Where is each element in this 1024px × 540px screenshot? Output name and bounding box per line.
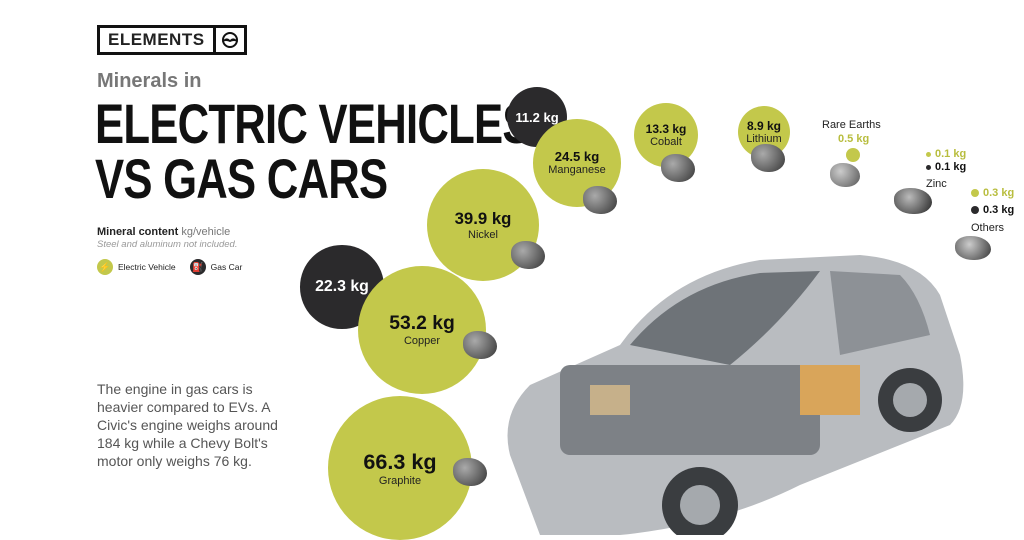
value-text: 0.1 kg [935, 161, 967, 173]
mineral-content-text: Mineral content [97, 226, 179, 238]
rock-graphite [453, 458, 487, 486]
title-line-2: VS GAS CARS [95, 147, 388, 210]
mineral-name-rare-earths: Rare Earths [822, 119, 881, 131]
rock-nickel [511, 241, 545, 269]
ev-value-label: 13.3 kg [645, 121, 687, 136]
fuel-pump-icon: ⛽ [189, 259, 206, 275]
body-text: The engine in gas cars is heavier compar… [97, 381, 278, 469]
lightning-icon: ⚡ [97, 259, 113, 275]
value-dot [926, 151, 931, 157]
mineral-name: Cobalt [650, 135, 682, 148]
value-text: 0.1 kg [935, 148, 967, 160]
rock-rare-earths [830, 163, 860, 187]
gas-value-label: 22.3 kg [315, 277, 369, 295]
rock-copper [463, 331, 497, 359]
mineral-name: Copper [403, 335, 441, 348]
rock-lithium [751, 144, 785, 172]
ev-value-label: 66.3 kg [363, 449, 437, 474]
ev-dot-rare-earths [846, 148, 860, 162]
rock-manganese [583, 186, 617, 214]
rock-zinc [894, 188, 932, 214]
ev-value-rare-earths: 0.5 kg [838, 133, 870, 145]
ev-value-label: 8.9 kg [746, 118, 781, 133]
legend: ⚡ Electric Vehicle ⛽ Gas Car [97, 259, 242, 275]
value-dot [971, 206, 979, 214]
ev-bubble-graphite: 66.3 kg Graphite [328, 396, 472, 540]
mineral-name-zinc: Zinc [926, 178, 947, 190]
mineral-name: Lithium [746, 132, 782, 145]
value-text: 0.3 kg [983, 187, 1015, 199]
ev-value-label: 53.2 kg [389, 312, 455, 335]
mustache-icon [216, 32, 244, 48]
gas-value-zinc: 0.1 kg [926, 161, 966, 173]
ev-bubble-copper: 53.2 kg Copper [357, 265, 487, 395]
note: Steel and aluminum not included. [97, 239, 238, 250]
elements-logo: ELEMENTS [97, 25, 247, 55]
mineral-content-label: Mineral content kg/vehicle [97, 226, 230, 238]
value-dot [971, 189, 979, 197]
value-dot [926, 164, 931, 170]
ev-value-zinc: 0.1 kg [926, 148, 966, 160]
value-text: 0.3 kg [983, 204, 1015, 216]
legend-ev: ⚡ Electric Vehicle [97, 259, 176, 275]
gas-value-label: 11.2 kg [515, 109, 559, 125]
title-line-1: ELECTRIC VEHICLES [95, 92, 532, 155]
logo-text: ELEMENTS [100, 28, 216, 52]
gas-value-others: 0.3 kg [971, 204, 1014, 216]
subtitle: Minerals in [97, 70, 202, 92]
rock-cobalt [661, 154, 695, 182]
ev-value-label: 24.5 kg [554, 149, 600, 165]
mineral-name: Graphite [378, 475, 422, 487]
legend-gas: ⛽ Gas Car [189, 259, 243, 275]
car-illustration [507, 255, 964, 535]
mineral-name-others: Others [971, 222, 1005, 234]
mineral-name: Nickel [468, 228, 498, 241]
page-title: ELECTRIC VEHICLES VS GAS CARS [95, 92, 532, 210]
ev-value-label: 39.9 kg [454, 208, 512, 228]
gas-bubble-copper: 22.3 kg [300, 245, 384, 329]
legend-gas-label: Gas Car [210, 262, 243, 272]
mineral-name: Manganese [548, 164, 606, 177]
ev-value-others: 0.3 kg [971, 187, 1014, 199]
rock-others [955, 236, 991, 260]
legend-ev-label: Electric Vehicle [118, 262, 176, 272]
unit-label: kg/vehicle [181, 226, 231, 238]
